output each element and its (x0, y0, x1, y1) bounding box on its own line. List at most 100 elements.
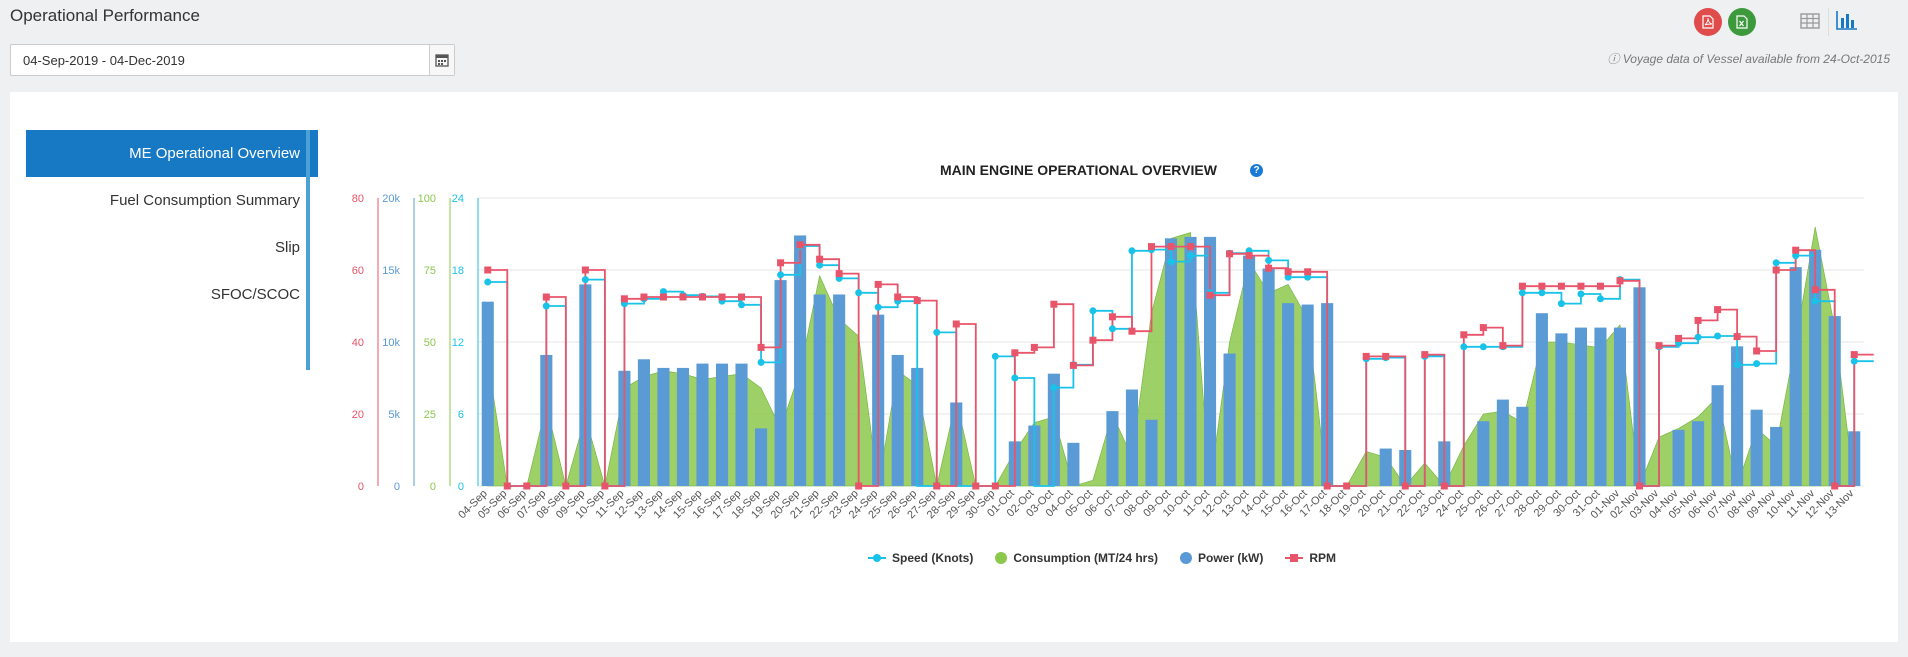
rpm-point (874, 280, 882, 288)
power-bar (755, 428, 768, 486)
power-bar (1731, 346, 1744, 486)
nav-item-sfoc-scoc[interactable]: SFOC/SCOC (210, 286, 300, 303)
power-bar (1145, 419, 1158, 486)
power-bar (1203, 236, 1217, 486)
speed-point (777, 271, 785, 279)
speed-legend-marker (868, 554, 886, 562)
y-tick-label: 0 (358, 481, 364, 493)
consumption-legend-marker (995, 552, 1008, 564)
table-view-button[interactable] (1800, 12, 1820, 35)
rpm-point (659, 293, 667, 301)
date-range-input[interactable] (11, 45, 421, 75)
rpm-point (1304, 268, 1312, 276)
nav-item-slip[interactable]: Slip (274, 239, 300, 256)
rpm-point (1167, 243, 1175, 251)
speed-point (1538, 289, 1546, 297)
rpm-point (1694, 316, 1702, 324)
power-bar (481, 301, 494, 486)
rpm-point (1831, 482, 1839, 490)
power-bar (774, 280, 787, 486)
speed-point (1304, 273, 1312, 281)
y-tick-label: 0 (458, 481, 464, 493)
rpm-point (777, 259, 785, 267)
export-excel-button[interactable] (1728, 8, 1756, 36)
rpm-point (913, 297, 921, 305)
rpm-point (1557, 282, 1565, 290)
rpm-point (1675, 334, 1683, 342)
legend-consumption[interactable]: Consumption (MT/24 hrs) (995, 551, 1158, 565)
voyage-note-text: Voyage data of Vessel available from 24-… (1622, 52, 1890, 66)
rpm-point (1440, 482, 1448, 490)
y-tick-label: 75 (424, 265, 436, 277)
calendar-button[interactable] (429, 45, 454, 75)
rpm-point (1655, 342, 1663, 350)
power-bar (1223, 353, 1236, 486)
legend-speed[interactable]: Speed (Knots) (868, 551, 973, 565)
chart-view-button[interactable] (1836, 10, 1858, 35)
help-icon[interactable]: ? (1250, 164, 1263, 177)
speed-point (933, 328, 941, 336)
y-tick-label: 40 (352, 337, 364, 349)
nav-item-fuel-consumption-summary[interactable]: Fuel Consumption Summary (109, 192, 300, 209)
calendar-icon (435, 54, 449, 67)
export-pdf-button[interactable] (1694, 8, 1722, 36)
speed-point (757, 358, 765, 366)
legend-consumption-label: Consumption (MT/24 hrs) (1013, 551, 1159, 565)
pdf-icon (1702, 15, 1714, 29)
power-bar (735, 363, 748, 486)
speed-point (1011, 374, 1019, 382)
power-bar (1125, 389, 1139, 486)
power-bar (1164, 238, 1178, 486)
rpm-point (1187, 243, 1195, 251)
date-range-picker[interactable] (10, 44, 455, 76)
rpm-point (855, 482, 863, 490)
rpm-point (1577, 282, 1585, 290)
rpm-point (718, 293, 726, 301)
chart-legend: Speed (Knots) Consumption (MT/24 hrs) Po… (868, 551, 1336, 565)
rpm-point (972, 482, 980, 490)
rpm-point (1069, 361, 1077, 369)
rpm-point (1089, 336, 1097, 344)
rpm-point (1284, 268, 1292, 276)
nav-item-me-operational-overview[interactable]: ME Operational Overview (26, 130, 318, 177)
speed-point (1518, 289, 1526, 297)
power-bar (696, 363, 709, 486)
rpm-point (1772, 266, 1780, 274)
power-bar (1067, 442, 1080, 486)
speed-point (816, 261, 824, 269)
speed-point (1733, 361, 1741, 369)
rpm-point (1245, 252, 1253, 260)
rpm-point (1733, 333, 1741, 341)
power-bar (1301, 304, 1314, 486)
y-tick-label: 5k (388, 409, 400, 421)
y-tick-label: 0 (430, 481, 436, 493)
legend-power[interactable]: Power (kW) (1180, 551, 1263, 565)
speed-point (1596, 295, 1604, 303)
speed-point (1753, 360, 1761, 368)
legend-rpm[interactable]: RPM (1285, 551, 1336, 565)
speed-point (1108, 325, 1116, 333)
speed-point (1772, 259, 1780, 267)
speed-point (991, 352, 999, 360)
speed-point (1128, 247, 1136, 255)
y-tick-label: 0 (394, 481, 400, 493)
speed-point (1577, 290, 1585, 298)
y-tick-label: 60 (352, 265, 364, 277)
rpm-point (952, 320, 960, 328)
rpm-point (503, 482, 511, 490)
rpm-point (1714, 306, 1722, 314)
rpm-point (894, 293, 902, 301)
power-bar (1184, 236, 1197, 486)
speed-point (484, 278, 492, 286)
power-bar (1282, 303, 1295, 486)
rpm-point (1616, 277, 1624, 285)
speed-point (1557, 300, 1565, 308)
rpm-point (1108, 313, 1116, 321)
speed-point (855, 289, 863, 297)
rpm-point (1226, 250, 1234, 258)
power-bar (1613, 327, 1627, 486)
y-tick-label: 10k (382, 337, 400, 349)
y-tick-label: 12 (452, 337, 464, 349)
power-bar (891, 354, 904, 486)
